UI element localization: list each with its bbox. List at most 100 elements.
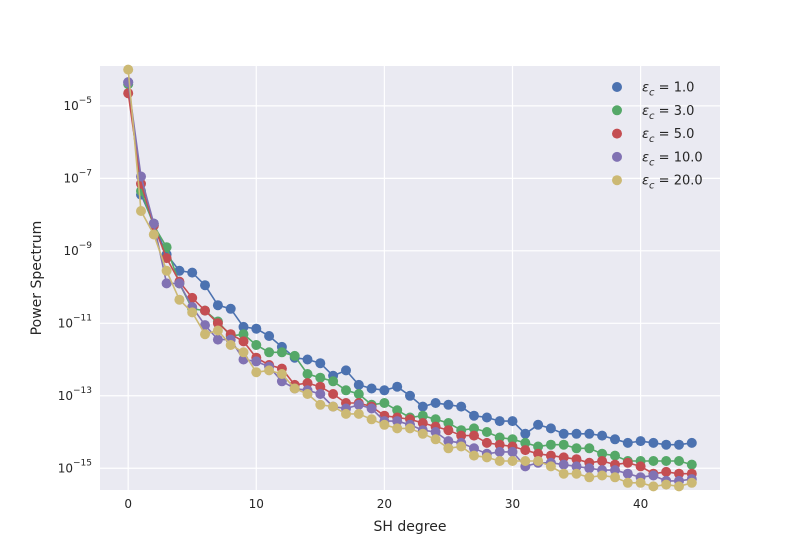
x-axis-label: SH degree — [374, 519, 447, 535]
data-point — [610, 472, 620, 483]
data-point — [430, 427, 441, 437]
data-point — [148, 218, 159, 229]
legend-value: = 10.0 — [655, 150, 703, 165]
data-point — [238, 347, 249, 358]
legend-symbol: ε — [642, 150, 649, 165]
data-point — [251, 323, 262, 334]
data-point — [648, 470, 659, 481]
data-point — [315, 389, 326, 399]
y-tick-label: 10−15 — [58, 458, 92, 475]
data-point — [251, 340, 262, 350]
data-point — [622, 468, 633, 479]
legend-label: εc = 20.0 — [642, 174, 703, 192]
data-point — [392, 423, 403, 434]
data-point — [456, 401, 467, 412]
data-point — [289, 383, 300, 394]
data-point — [597, 456, 608, 466]
data-point — [366, 383, 377, 394]
data-point — [443, 399, 454, 410]
x-tick-label: 30 — [505, 497, 520, 511]
data-point — [558, 459, 569, 470]
y-tick-label: 10−7 — [63, 168, 92, 185]
data-point — [622, 477, 633, 488]
data-point — [366, 403, 377, 414]
data-point — [174, 294, 185, 305]
data-point — [674, 481, 684, 492]
legend-subscript: c — [649, 134, 655, 145]
data-point — [635, 461, 646, 472]
data-point — [430, 434, 441, 445]
data-point — [597, 430, 608, 441]
legend: εc = 1.0εc = 3.0εc = 5.0εc = 10.0εc = 20… — [612, 81, 703, 192]
series-layer — [123, 64, 697, 492]
data-point — [328, 389, 339, 399]
legend-subscript: c — [649, 157, 655, 168]
data-point — [251, 367, 262, 378]
data-point — [315, 358, 326, 369]
legend-item: εc = 10.0 — [612, 150, 703, 168]
data-point — [443, 425, 454, 436]
data-point — [545, 450, 556, 461]
data-point — [456, 430, 467, 441]
legend-symbol: ε — [642, 127, 649, 142]
data-point — [520, 456, 531, 466]
data-point — [622, 457, 633, 468]
data-point — [686, 459, 697, 470]
data-point — [123, 64, 134, 75]
data-point — [661, 479, 672, 490]
y-tick-exponent: −7 — [79, 168, 92, 178]
data-point — [545, 439, 556, 450]
data-point — [200, 280, 210, 291]
legend-value: = 5.0 — [655, 127, 695, 142]
data-point — [686, 477, 697, 488]
data-point — [469, 430, 479, 441]
data-point — [558, 452, 569, 463]
data-point — [686, 437, 697, 448]
data-point — [545, 461, 556, 472]
data-point — [187, 267, 198, 278]
data-point — [571, 428, 582, 439]
y-tick-exponent: −13 — [73, 386, 92, 396]
data-point — [187, 307, 198, 318]
data-point — [417, 418, 428, 428]
data-point — [379, 419, 390, 430]
data-point — [661, 439, 672, 450]
data-point — [584, 443, 595, 454]
data-point — [366, 414, 377, 425]
legend-value: = 1.0 — [655, 81, 695, 96]
data-point — [174, 278, 185, 289]
legend-subscript: c — [649, 181, 655, 192]
data-point — [212, 325, 223, 336]
legend-symbol: ε — [642, 81, 649, 96]
legend-value: = 20.0 — [655, 174, 703, 189]
y-tick-base: 10 — [58, 316, 73, 330]
legend-label: εc = 1.0 — [642, 81, 694, 99]
data-point — [276, 376, 287, 387]
data-point — [251, 356, 262, 367]
y-tick-label: 10−13 — [58, 386, 92, 403]
data-point — [635, 477, 646, 488]
data-point — [123, 77, 134, 88]
y-tick-base: 10 — [63, 99, 78, 113]
data-point — [507, 456, 518, 466]
data-point — [610, 434, 620, 445]
data-point — [392, 381, 403, 392]
legend-item: εc = 3.0 — [612, 104, 694, 122]
data-point — [353, 399, 364, 410]
data-point — [302, 389, 313, 399]
data-point — [571, 461, 582, 472]
data-point — [212, 318, 223, 329]
data-point — [597, 448, 608, 459]
data-point — [430, 398, 441, 408]
data-point — [494, 432, 505, 443]
x-tick-label: 20 — [377, 497, 392, 511]
data-point — [136, 206, 146, 216]
x-tick-label: 10 — [249, 497, 264, 511]
legend-symbol: ε — [642, 174, 649, 189]
y-tick-base: 10 — [63, 171, 78, 185]
data-point — [443, 418, 454, 428]
data-point — [469, 443, 479, 454]
data-point — [264, 365, 275, 376]
data-point — [494, 439, 505, 450]
